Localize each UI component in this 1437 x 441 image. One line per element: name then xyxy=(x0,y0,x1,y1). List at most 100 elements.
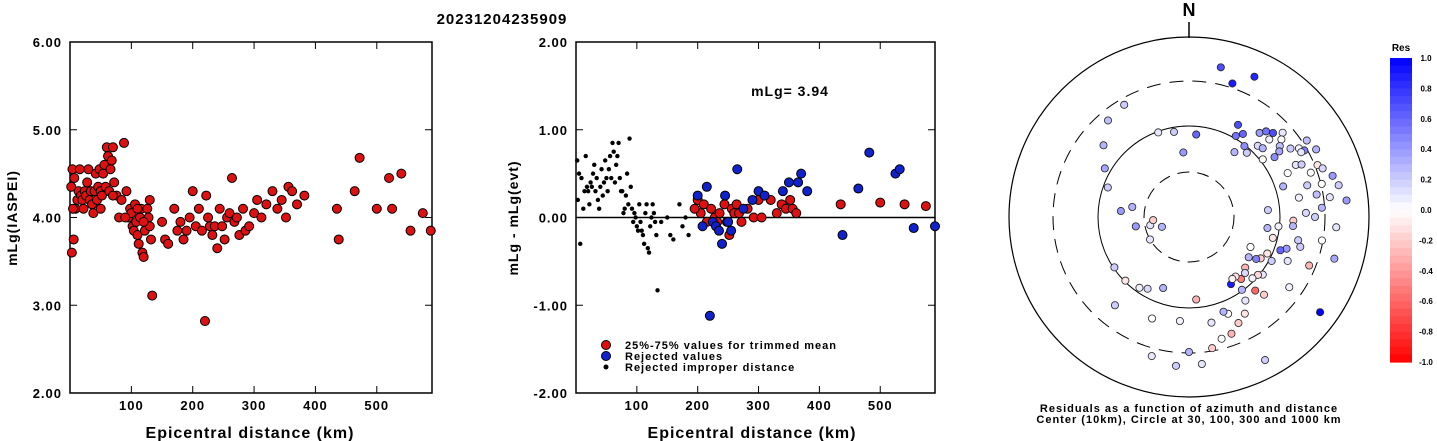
colorbar-cell xyxy=(1390,118,1412,127)
data-point xyxy=(617,175,623,181)
data-point xyxy=(145,234,156,245)
y-tick-label: 4.00 xyxy=(33,211,62,226)
station-point xyxy=(1237,285,1246,294)
data-point xyxy=(261,199,272,210)
station-point xyxy=(1159,284,1168,293)
data-point xyxy=(603,158,608,163)
data-point xyxy=(620,188,625,194)
colorbar-title: Res xyxy=(1392,43,1411,54)
x-axis-label: Epicentral distance (km) xyxy=(648,425,857,441)
data-point xyxy=(701,181,712,192)
data-point xyxy=(697,221,708,232)
data-point xyxy=(588,180,593,185)
data-point xyxy=(169,203,180,214)
data-point xyxy=(626,202,631,207)
station-point xyxy=(1265,135,1274,144)
data-point xyxy=(612,180,618,185)
data-point xyxy=(658,219,664,225)
data-point xyxy=(592,162,597,168)
data-point xyxy=(133,238,144,249)
data-point xyxy=(95,203,106,214)
station-point xyxy=(1302,136,1311,145)
data-point xyxy=(396,168,407,179)
station-point xyxy=(1263,224,1272,233)
colorbar-cell xyxy=(1390,103,1412,112)
data-point xyxy=(417,208,428,219)
data-point xyxy=(252,194,263,205)
data-point xyxy=(717,238,728,249)
colorbar-cell xyxy=(1390,80,1412,89)
station-point xyxy=(1274,222,1283,231)
station-point xyxy=(1270,153,1279,162)
colorbar-cell xyxy=(1390,308,1412,317)
station-point xyxy=(1334,181,1343,190)
station-point xyxy=(1262,127,1271,136)
station-point xyxy=(1192,295,1201,304)
station-point xyxy=(1283,256,1292,265)
data-point xyxy=(371,203,382,214)
data-point xyxy=(184,212,195,223)
colorbar-cell xyxy=(1390,316,1412,325)
station-point xyxy=(1261,356,1270,365)
station-point xyxy=(1260,290,1269,299)
legend-marker-trimmed xyxy=(601,340,611,350)
x-tick-label: 300 xyxy=(242,398,267,413)
colorbar-tick-labels: 1.0 0.8 0.6 0.4 0.2 0.0 -0.2 -0.4 -0.6 -0.8 -1.0 xyxy=(1419,54,1433,367)
data-point xyxy=(704,310,715,321)
data-point xyxy=(147,290,158,301)
data-point xyxy=(105,164,116,175)
data-point xyxy=(668,232,673,238)
station-point xyxy=(1100,164,1109,173)
data-point xyxy=(598,184,603,189)
station-point xyxy=(1241,296,1250,305)
data-point xyxy=(899,199,910,210)
x-tick-label: 200 xyxy=(685,398,710,413)
y-tick-label: 2.00 xyxy=(33,386,62,401)
colorbar-tick-label: 1.0 xyxy=(1420,54,1432,63)
data-point xyxy=(280,212,291,223)
station-point xyxy=(1294,236,1303,245)
colorbar-cell xyxy=(1390,240,1412,249)
y-tick-label: 1.00 xyxy=(539,123,568,138)
colorbar-cell xyxy=(1390,255,1412,264)
data-point xyxy=(643,210,648,216)
station-point xyxy=(1328,171,1337,180)
data-point xyxy=(217,221,228,232)
data-point xyxy=(609,175,614,181)
data-point xyxy=(686,232,691,238)
station-point xyxy=(1240,142,1249,151)
station-point xyxy=(1216,63,1225,72)
data-point xyxy=(606,167,612,172)
data-point xyxy=(214,203,225,214)
data-point xyxy=(212,243,223,254)
data-point xyxy=(575,197,581,203)
station-point xyxy=(1296,242,1305,251)
station-point xyxy=(1263,249,1272,258)
legend-marker-improper xyxy=(603,364,609,370)
ring-1000km xyxy=(1008,36,1370,398)
colorbar-cell xyxy=(1390,179,1412,188)
data-point xyxy=(157,216,168,227)
data-point xyxy=(837,230,848,241)
data-point xyxy=(726,225,737,236)
data-point xyxy=(651,210,657,216)
data-point xyxy=(875,197,886,208)
data-point xyxy=(671,237,676,242)
data-point xyxy=(613,162,619,168)
data-point xyxy=(680,224,685,229)
colorbar-cell xyxy=(1390,248,1412,257)
colorbar-tick-label: 0.8 xyxy=(1420,84,1432,93)
data-point xyxy=(587,202,592,207)
station-point xyxy=(1317,179,1326,188)
data-point xyxy=(777,186,788,197)
station-point xyxy=(1230,148,1239,157)
data-point xyxy=(590,171,596,176)
data-point xyxy=(646,250,652,255)
station-point xyxy=(1175,317,1184,326)
colorbar-cell xyxy=(1390,354,1412,363)
data-point xyxy=(930,221,940,232)
data-point xyxy=(575,158,580,163)
station-point xyxy=(1154,128,1163,137)
data-point xyxy=(132,203,143,214)
data-point xyxy=(706,203,717,214)
